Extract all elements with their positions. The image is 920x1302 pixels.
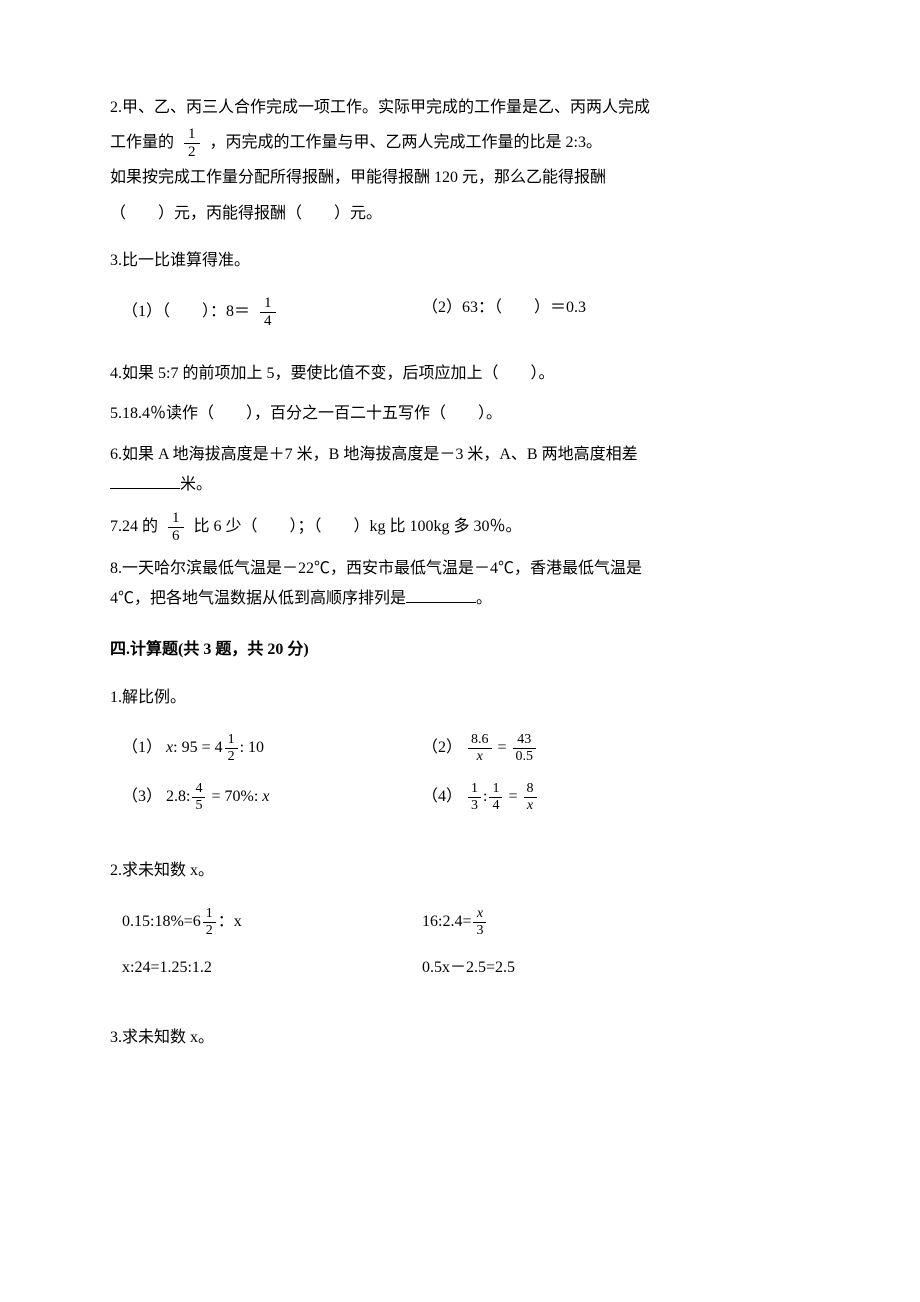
question-3: 3.比一比谁算得准。 [110, 243, 810, 278]
p2-title-text: 2.求未知数 x。 [110, 862, 214, 879]
p2-c: x:24=1.25:1.2 [122, 956, 422, 980]
fraction-1-2: 1 2 [184, 127, 200, 160]
p1-b-eq: = [494, 740, 511, 757]
section-4-heading: 四.计算题(共 3 题，共 20 分) [110, 638, 810, 662]
problem-3-title: 3.求未知数 x。 [110, 1020, 810, 1055]
question-5: 5.18.4％读作（ ），百分之一百二十五写作（ ）。 [110, 399, 810, 429]
question-7: 7.24 的 1 6 比 6 少（ ）；（ ）kg 比 100kg 多 30％。 [110, 511, 810, 544]
q2-line2b: ，丙完成的工作量与甲、乙两人完成工作量的比是 2:3。 [210, 134, 602, 151]
q5-text: 5.18.4％读作（ ），百分之一百二十五写作（ ）。 [110, 405, 502, 422]
p1-d-eq: = [504, 789, 521, 806]
frac-1-2: 12 [203, 907, 216, 938]
frac-1-3: 13 [468, 782, 481, 813]
q6-text-b: 米。 [180, 476, 212, 493]
q6-text-a: 6.如果 A 地海拔高度是＋7 米，B 地海拔高度是－3 米，A、B 两地高度相… [110, 446, 638, 463]
p1-c: （3） 2.8:45 = 70%: x [122, 782, 422, 813]
q3-part2: （2）63：（ ）＝0.3 [422, 296, 810, 329]
p1-c-x: x [262, 789, 269, 806]
p1-title-text: 1.解比例。 [110, 689, 186, 706]
p1-c-a: 2.8: [166, 789, 190, 806]
question-2: 2.甲、乙、丙三人合作完成一项工作。实际甲完成的工作量是乙、丙两人完成 工作量的… [110, 90, 810, 231]
p2-b1: 16:2.4= [422, 913, 471, 930]
q4-text: 4.如果 5:7 的前项加上 5，要使比值不变，后项应加上（ ）。 [110, 365, 554, 382]
p2-d: 0.5x－2.5=2.5 [422, 956, 810, 980]
question-4: 4.如果 5:7 的前项加上 5，要使比值不变，后项应加上（ ）。 [110, 359, 810, 389]
frac-8-x: 8x [524, 782, 537, 813]
q3-part1: （1）（ ）：8＝ 1 4 [122, 296, 422, 329]
q3-part1-text: （1）（ ）：8＝ [122, 303, 250, 320]
problem-2-row2: x:24=1.25:1.2 0.5x－2.5=2.5 [110, 956, 810, 980]
section-4-heading-text: 四.计算题(共 3 题，共 20 分) [110, 641, 309, 658]
p1-a-rest1: : 95 = 4 [173, 740, 222, 757]
q2-line3: 如果按完成工作量分配所得报酬，甲能得报酬 120 元，那么乙能得报酬 [110, 169, 606, 186]
question-3-row: （1）（ ）：8＝ 1 4 （2）63：（ ）＝0.3 [110, 296, 810, 329]
p2-d-text: 0.5x－2.5=2.5 [422, 959, 515, 976]
q2-line4: （ ）元，丙能得报酬（ ）元。 [110, 205, 382, 222]
question-6: 6.如果 A 地海拔高度是＋7 米，B 地海拔高度是－3 米，A、B 两地高度相… [110, 440, 810, 501]
q7-a: 7.24 的 [110, 518, 158, 535]
p2-c-text: x:24=1.25:1.2 [122, 959, 212, 976]
p1-a-rest2: : 10 [240, 740, 264, 757]
blank-line [110, 474, 180, 489]
problem-1-row1: （1） x: 95 = 412: 10 （2） 8.6 x = 43 0.5 [110, 733, 810, 764]
mixed-4-1-2: 12 [223, 733, 240, 764]
question-8: 8.一天哈尔滨最低气温是－22℃，西安市最低气温是－4℃，香港最低气温是 4℃，… [110, 554, 810, 615]
p1-c-b: = 70%: [207, 789, 262, 806]
p2-a1: 0.15:18%=6 [122, 913, 201, 930]
q2-line1: 2.甲、乙、丙三人合作完成一项工作。实际甲完成的工作量是乙、丙两人完成 [110, 99, 650, 116]
p2-a: 0.15:18%=612：x [122, 907, 422, 938]
p1-b-prefix: （2） [422, 740, 462, 757]
p1-a: （1） x: 95 = 412: 10 [122, 733, 422, 764]
q7-b: 比 6 少（ ）；（ ）kg 比 100kg 多 30％。 [194, 518, 522, 535]
p1-a-prefix: （1） [122, 740, 162, 757]
q3-title: 3.比一比谁算得准。 [110, 252, 250, 269]
p1-d-prefix: （4） [422, 789, 462, 806]
p1-b: （2） 8.6 x = 43 0.5 [422, 733, 810, 764]
q8-a: 8.一天哈尔滨最低气温是－22℃，西安市最低气温是－4℃，香港最低气温是 [110, 560, 642, 577]
blank-line [406, 588, 476, 603]
problem-1-row2: （3） 2.8:45 = 70%: x （4） 13:14 = 8x [110, 782, 810, 813]
frac-1-4: 14 [489, 782, 502, 813]
q8-c: 。 [476, 590, 492, 607]
problem-2-row1: 0.15:18%=612：x 16:2.4=x3 [110, 907, 810, 938]
q8-b: 4℃，把各地气温数据从低到高顺序排列是 [110, 590, 406, 607]
problem-1-title: 1.解比例。 [110, 680, 810, 715]
q2-line2a: 工作量的 [110, 134, 174, 151]
fraction-1-4: 1 4 [260, 296, 276, 329]
frac-x-3: x3 [473, 907, 486, 938]
frac-8.6-x: 8.6 x [468, 733, 492, 764]
p1-d: （4） 13:14 = 8x [422, 782, 810, 813]
p3-title-text: 3.求未知数 x。 [110, 1029, 214, 1046]
frac-43-0.5: 43 0.5 [513, 733, 537, 764]
fraction-1-6: 1 6 [168, 511, 184, 544]
q3-part2-text: （2）63：（ ）＝0.3 [422, 299, 586, 316]
problem-2-title: 2.求未知数 x。 [110, 853, 810, 888]
p2-b: 16:2.4=x3 [422, 907, 810, 938]
frac-4-5: 45 [192, 782, 205, 813]
p1-d-colon: : [483, 789, 487, 806]
p2-a2: ：x [218, 913, 242, 930]
p1-c-prefix: （3） [122, 789, 162, 806]
